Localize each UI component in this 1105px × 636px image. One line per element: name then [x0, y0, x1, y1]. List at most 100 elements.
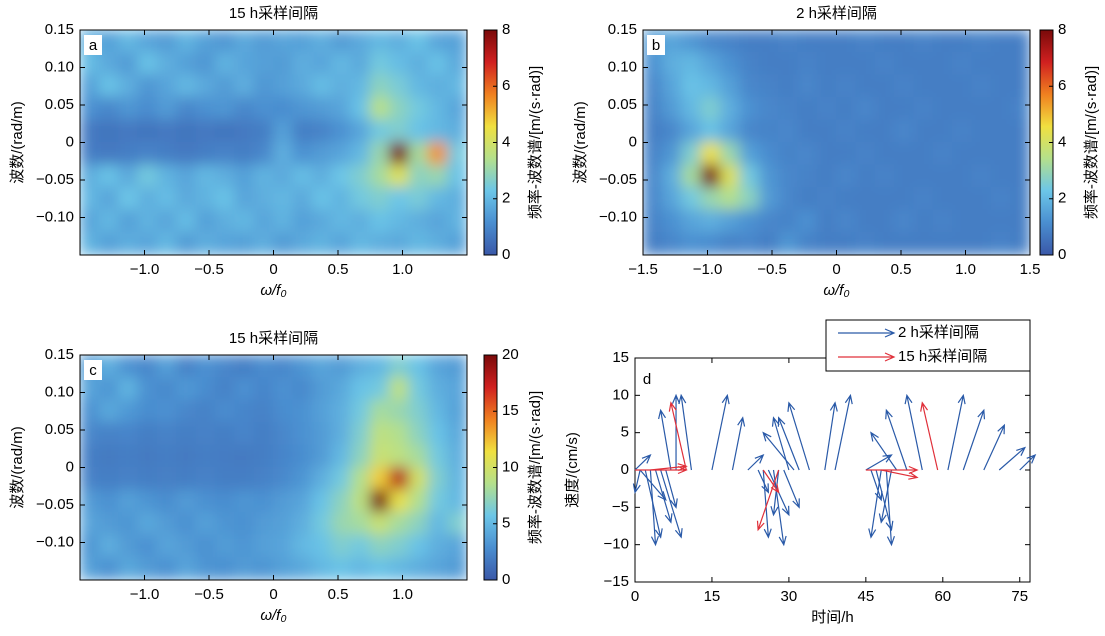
heatmap-cell — [739, 30, 760, 53]
heatmap-cell — [777, 119, 799, 143]
heatmap-cell — [273, 97, 294, 121]
heatmap-cell — [234, 377, 255, 401]
heatmap-cell — [719, 97, 741, 121]
heatmap-cell — [427, 187, 449, 211]
heatmap-cell — [273, 512, 294, 536]
heatmap-cell — [777, 164, 799, 188]
chart-title: 2 h采样间隔 — [796, 5, 877, 22]
heatmap-cell — [350, 97, 371, 121]
heatmap-cell — [894, 97, 915, 121]
heatmap-cell — [137, 164, 158, 188]
heatmap-cell — [971, 97, 992, 121]
heatmap-cell — [797, 209, 818, 233]
heatmap-cell — [739, 119, 760, 143]
heatmap-cell — [292, 30, 313, 53]
x-tick-label: 0.5 — [891, 261, 912, 278]
heatmap-cell — [234, 97, 255, 121]
heatmap-cell — [739, 187, 760, 211]
heatmap-cell — [176, 534, 197, 558]
heatmap-cell — [643, 187, 663, 211]
heatmap-cell — [739, 209, 760, 233]
heatmap-cell — [98, 142, 120, 166]
heatmap-cell — [118, 444, 139, 468]
heatmap-cell — [350, 355, 371, 378]
heatmap-cell — [1010, 52, 1030, 76]
heatmap-cell — [874, 164, 896, 188]
heatmap-cell — [311, 355, 333, 378]
heatmap-cell — [214, 534, 236, 558]
heatmap-cell — [369, 142, 391, 166]
heatmap-cell — [447, 399, 467, 423]
x-tick-label: 0 — [832, 261, 840, 278]
arrow — [777, 416, 800, 471]
heatmap-cell — [952, 30, 973, 53]
heatmap-cell — [350, 489, 371, 513]
heatmap-cell — [234, 119, 255, 143]
heatmap-cell — [118, 557, 139, 580]
panel-label-box — [647, 35, 665, 55]
heatmap-cell — [874, 232, 896, 255]
heatmap-cell — [137, 534, 158, 558]
heatmap-cell — [661, 209, 683, 233]
y-tick-label: 0.15 — [45, 21, 74, 38]
y-tick-label: 0.10 — [608, 58, 637, 75]
heatmap-cell — [195, 422, 216, 446]
heatmap-cell — [681, 164, 702, 188]
x-tick-label: 60 — [934, 588, 951, 605]
heatmap-cell — [98, 377, 120, 401]
heatmap-cell — [98, 119, 120, 143]
heatmap-cell — [990, 164, 1012, 188]
heatmap-cell — [311, 377, 333, 401]
x-tick-label: 0 — [269, 586, 277, 603]
heatmap-cell — [214, 557, 236, 580]
chart-title: 15 h采样间隔 — [229, 330, 318, 347]
heatmap-cell — [408, 534, 429, 558]
heatmap-cell — [777, 52, 799, 76]
heatmap-cell — [971, 142, 992, 166]
heatmap-cell — [447, 30, 467, 53]
arrow — [881, 469, 919, 480]
heatmap-cell — [253, 467, 274, 491]
heatmap-cell — [389, 444, 410, 468]
heatmap-cell — [80, 209, 100, 233]
heatmap-cell — [176, 377, 197, 401]
heatmap-cell — [739, 232, 760, 255]
x-tick-label: −1.0 — [130, 261, 160, 278]
heatmap-cell — [292, 444, 313, 468]
panel-label: b — [652, 37, 660, 54]
heatmap-cell — [643, 232, 663, 255]
heatmap-cell — [447, 557, 467, 580]
heatmap-cell — [952, 209, 973, 233]
heatmap-cell — [447, 164, 467, 188]
y-axis-label: 波数/(rad/m) — [572, 101, 589, 184]
arrow — [875, 469, 894, 532]
heatmap-cell — [816, 119, 837, 143]
heatmap-cell — [447, 142, 467, 166]
heatmap-cell — [311, 534, 333, 558]
arrow — [658, 408, 672, 471]
heatmap-cell — [253, 512, 274, 536]
heatmap-cell — [681, 142, 702, 166]
heatmap-cell — [292, 422, 313, 446]
heatmap-cell — [836, 30, 857, 53]
heatmap-cell — [816, 30, 837, 53]
heatmap-cell — [350, 399, 371, 423]
heatmap-cell — [311, 232, 333, 255]
heatmap-cell — [156, 512, 178, 536]
heatmap-cell — [311, 422, 333, 446]
heatmap-cell — [156, 377, 178, 401]
heatmap-cell — [700, 187, 721, 211]
heatmap-cell — [932, 74, 954, 98]
heatmap-cell — [427, 355, 449, 378]
heatmap-cell — [214, 232, 236, 255]
heatmap-cell — [253, 164, 274, 188]
colorbar-tick-label: 2 — [1058, 190, 1066, 207]
heatmap-cell — [98, 467, 120, 491]
heatmap-cell — [273, 489, 294, 513]
heatmap-cell — [643, 142, 663, 166]
heatmap-cell — [894, 164, 915, 188]
heatmap-cell — [80, 512, 100, 536]
x-tick-label: 0.5 — [328, 586, 349, 603]
heatmap-cell — [118, 74, 139, 98]
heatmap-cell — [292, 187, 313, 211]
